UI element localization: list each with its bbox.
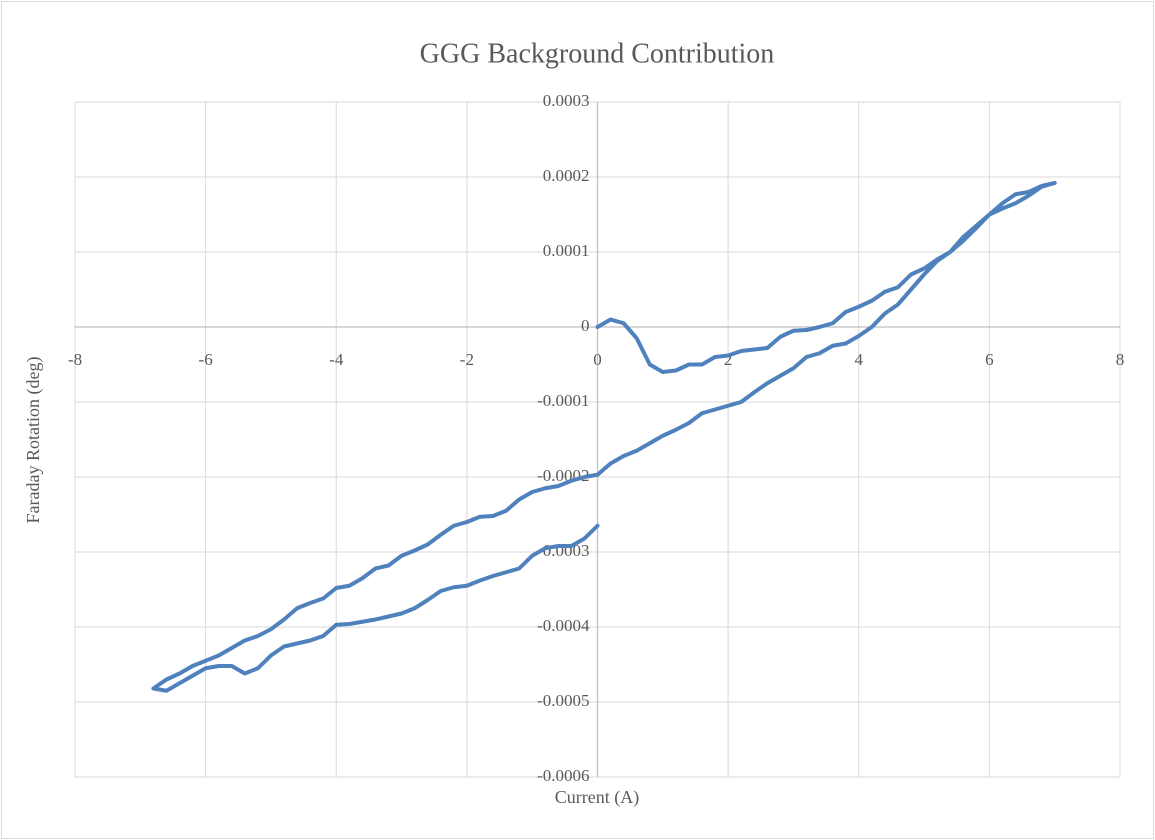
x-tick-label: 0 <box>593 350 602 369</box>
y-tick-label: 0.0001 <box>543 241 590 260</box>
chart-title: GGG Background Contribution <box>420 38 775 69</box>
x-tick-label: 2 <box>724 350 733 369</box>
x-tick-label: -6 <box>199 350 213 369</box>
y-axis-label: Faraday Rotation (deg) <box>23 357 44 524</box>
x-tick-label: 8 <box>1116 350 1125 369</box>
y-tick-label: -0.0005 <box>537 691 589 710</box>
x-tick-label: -4 <box>329 350 344 369</box>
y-tick-label: -0.0006 <box>537 766 589 785</box>
y-tick-label: -0.0004 <box>537 616 590 635</box>
y-tick-label: 0.0002 <box>543 166 590 185</box>
y-tick-label: 0 <box>581 316 590 335</box>
data-line <box>151 181 1057 693</box>
x-tick-label: 4 <box>855 350 864 369</box>
x-tick-label: -2 <box>460 350 474 369</box>
x-tick-label: 6 <box>985 350 994 369</box>
x-tick-label: -8 <box>68 350 82 369</box>
x-axis-label: Current (A) <box>555 787 639 808</box>
y-tick-label: 0.0003 <box>543 91 590 110</box>
y-tick-label: -0.0001 <box>537 391 589 410</box>
